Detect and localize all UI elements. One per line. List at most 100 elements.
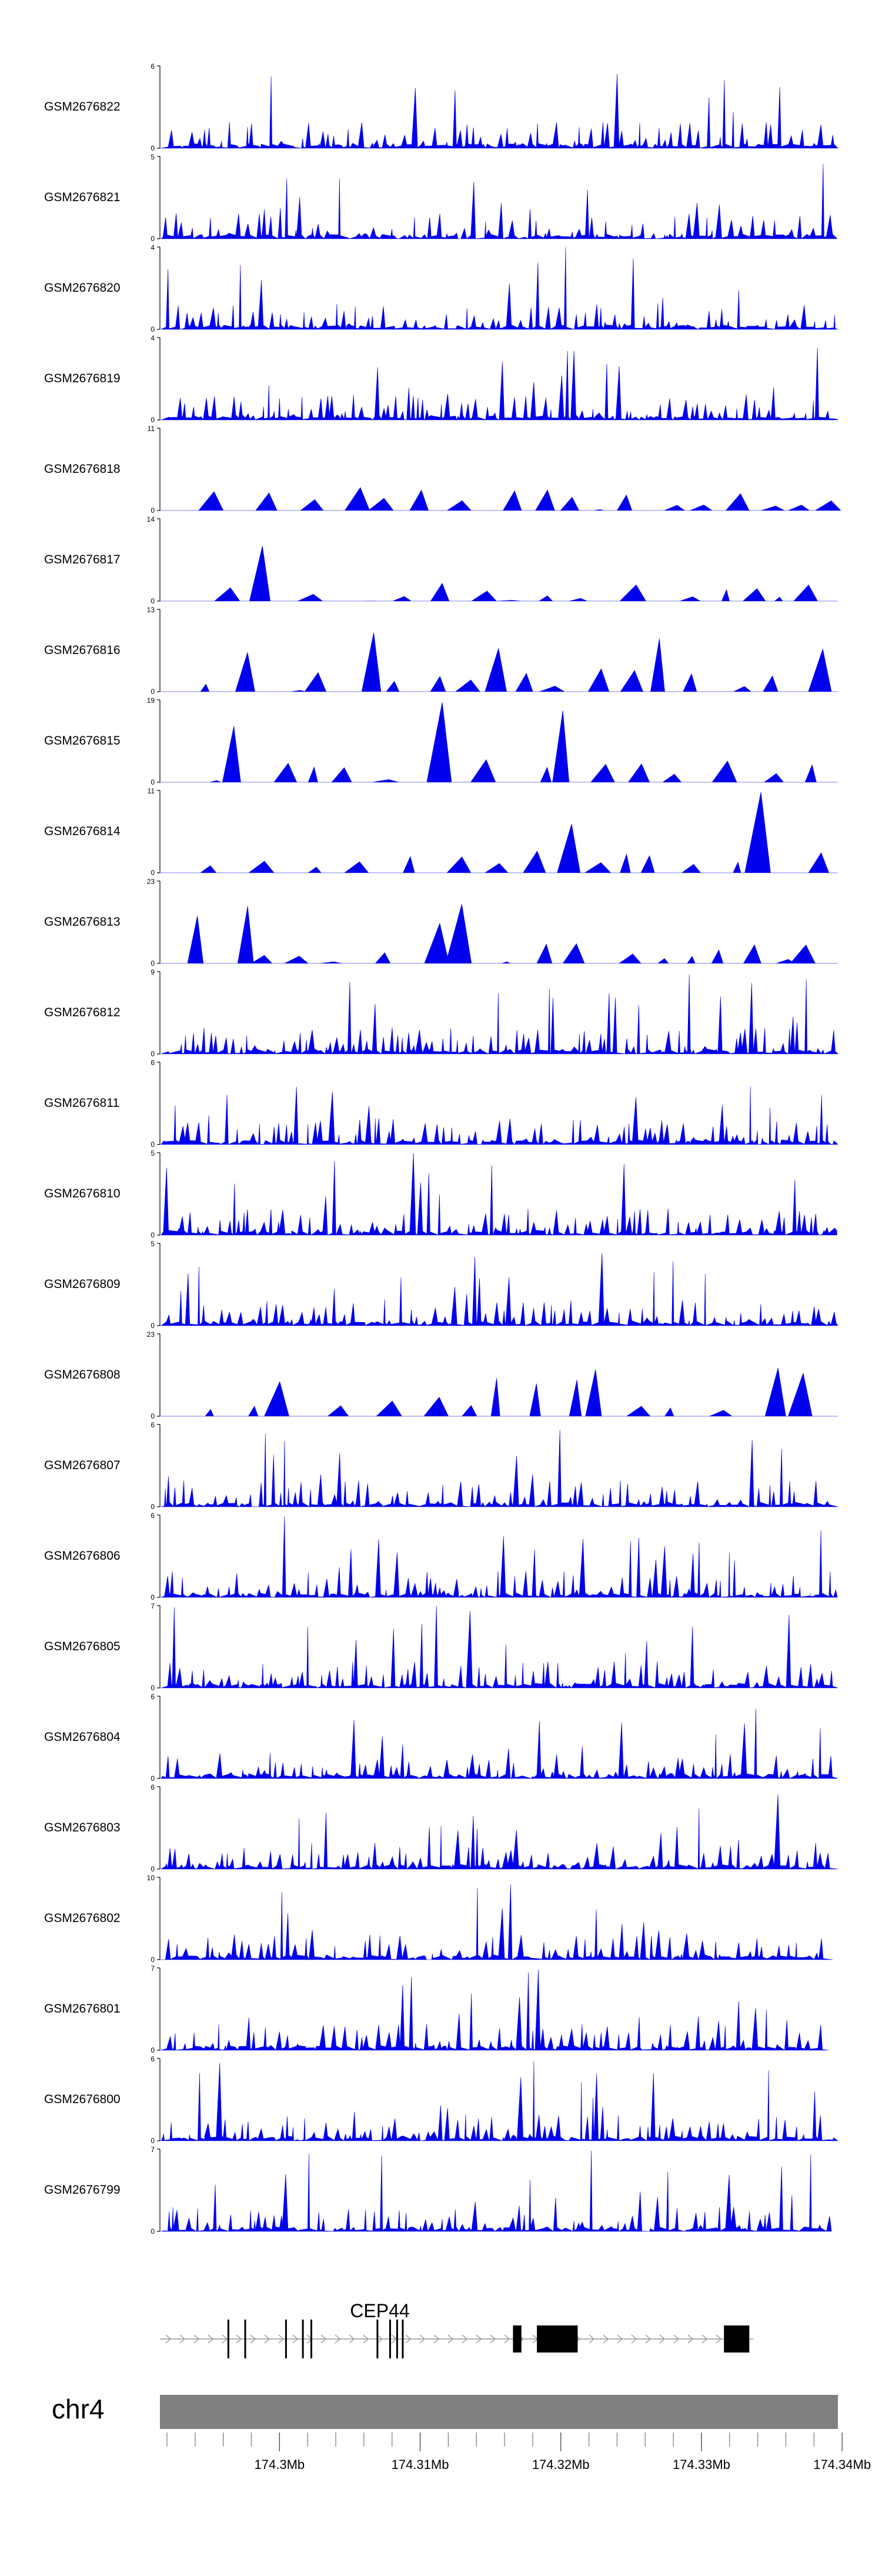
- coverage-area: [160, 1516, 838, 1598]
- y-tick-label-max: 7: [151, 1602, 155, 1610]
- gene-track: CEP44: [160, 2300, 754, 2358]
- y-tick-label-min: 0: [151, 1231, 155, 1239]
- y-tick-label-max: 6: [151, 1693, 155, 1701]
- x-axis-tick-label: 174.34Mb: [813, 2457, 871, 2472]
- coverage-area: [160, 1709, 838, 1779]
- track-label: GSM2676806: [44, 1549, 121, 1563]
- y-tick-label-max: 23: [147, 1330, 155, 1339]
- ideogram-track: chr4 174.3Mb 174.31Mb 174.32Mb 174.33Mb 174.3…: [52, 2394, 871, 2472]
- coverage-area: [160, 1253, 838, 1326]
- strand-arrow: [236, 2334, 242, 2344]
- y-tick-label-min: 0: [151, 1684, 155, 1692]
- y-tick-label-max: 6: [151, 62, 155, 71]
- track-GSM2676816: GSM2676816 13 0: [44, 606, 838, 696]
- y-tick-label-max: 14: [147, 515, 155, 523]
- track-GSM2676801: GSM2676801 7 0: [44, 1964, 828, 2054]
- coverage-area: [160, 1086, 838, 1145]
- track-GSM2676799: GSM2676799 7 0: [44, 2145, 832, 2235]
- y-tick-label-min: 0: [151, 1050, 155, 1058]
- track-label: GSM2676800: [44, 2093, 121, 2106]
- track-label: GSM2676819: [44, 372, 121, 385]
- y-tick-label-max: 9: [151, 968, 155, 976]
- y-tick-label-min: 0: [151, 235, 155, 243]
- y-tick-label-max: 6: [151, 1783, 155, 1791]
- y-tick-label-min: 0: [151, 688, 155, 696]
- strand-arrow: [433, 2334, 440, 2344]
- exon: [310, 2320, 312, 2358]
- y-tick-label-min: 0: [151, 1412, 155, 1420]
- exon: [402, 2320, 404, 2358]
- exon: [227, 2320, 229, 2358]
- coverage-tracks: GSM267682260GSM267682150GSM267682040GSM2…: [44, 62, 841, 2235]
- coverage-area: [160, 1430, 838, 1507]
- track-label: GSM2676803: [44, 1821, 121, 1834]
- track-GSM2676815: GSM2676815 19 0: [44, 696, 838, 786]
- track-label: GSM2676810: [44, 1187, 121, 1200]
- coverage-area: [160, 975, 838, 1055]
- coverage-area: [160, 1794, 838, 1870]
- gene-name-label: CEP44: [350, 2300, 409, 2321]
- y-tick-label-max: 5: [151, 153, 155, 161]
- track-label: GSM2676799: [44, 2183, 121, 2197]
- track-label: GSM2676809: [44, 1277, 121, 1291]
- exon: [285, 2320, 287, 2358]
- strand-arrow: [278, 2334, 285, 2344]
- strand-arrow: [250, 2334, 256, 2344]
- coverage-area: [160, 904, 838, 964]
- y-tick-label-min: 0: [151, 2046, 155, 2054]
- strand-arrow: [349, 2334, 355, 2344]
- strand-arrow: [462, 2334, 468, 2344]
- strand-arrow: [419, 2334, 426, 2344]
- y-tick-label-max: 7: [151, 2145, 155, 2154]
- coverage-area: [160, 1606, 838, 1689]
- y-tick-label-min: 0: [151, 778, 155, 786]
- y-tick-label-min: 0: [151, 1865, 155, 1873]
- track-GSM2676808: GSM2676808 23 0: [44, 1330, 838, 1420]
- track-GSM2676802: GSM2676802 10 0: [44, 1874, 833, 1964]
- exon: [724, 2325, 750, 2353]
- coverage-area: [160, 1884, 833, 1961]
- coverage-area: [160, 163, 838, 239]
- y-tick-label-max: 4: [151, 243, 155, 252]
- y-tick-label-max: 6: [151, 1059, 155, 1067]
- track-GSM2676814: GSM2676814 11 0: [44, 787, 838, 877]
- track-GSM2676806: GSM2676806 6 0: [44, 1511, 838, 1601]
- strand-arrow: [476, 2334, 482, 2344]
- coverage-area: [160, 247, 838, 330]
- y-tick-label-min: 0: [151, 869, 155, 877]
- strand-arrow: [673, 2334, 680, 2344]
- y-tick-label-min: 0: [151, 597, 155, 605]
- strand-arrow: [701, 2334, 708, 2344]
- track-GSM2676818: GSM2676818 11 0: [44, 425, 841, 515]
- track-label: GSM2676804: [44, 1730, 121, 1744]
- coverage-area: [160, 2061, 838, 2141]
- y-tick-label-max: 7: [151, 1964, 155, 1973]
- y-tick-label-max: 6: [151, 2055, 155, 2063]
- strand-arrow: [320, 2334, 327, 2344]
- strand-arrow: [377, 2334, 383, 2344]
- strand-arrow: [631, 2334, 637, 2344]
- y-tick-label-min: 0: [151, 1774, 155, 1783]
- track-GSM2676804: GSM2676804 6 0: [44, 1693, 838, 1783]
- y-tick-label-min: 0: [151, 325, 155, 333]
- y-tick-label-max: 10: [147, 1874, 155, 1882]
- track-label: GSM2676817: [44, 553, 121, 566]
- track-GSM2676821: GSM2676821 5 0: [44, 153, 838, 243]
- y-tick-label-max: 23: [147, 877, 155, 886]
- coverage-area: [160, 792, 838, 873]
- strand-arrow: [504, 2334, 510, 2344]
- y-tick-label-max: 19: [147, 696, 155, 705]
- x-axis-tick-label: 174.3Mb: [255, 2457, 305, 2472]
- y-tick-label-min: 0: [151, 506, 155, 515]
- track-GSM2676809: GSM2676809 5 0: [44, 1240, 838, 1330]
- strand-arrow: [490, 2334, 496, 2344]
- track-label: GSM2676816: [44, 643, 121, 657]
- track-label: GSM2676808: [44, 1368, 121, 1382]
- coverage-area: [160, 702, 838, 783]
- x-axis-tick-label: 174.32Mb: [532, 2457, 590, 2472]
- strand-arrow: [335, 2334, 341, 2344]
- track-label: GSM2676807: [44, 1459, 121, 1472]
- strand-arrow: [659, 2334, 666, 2344]
- track-GSM2676803: GSM2676803 6 0: [44, 1783, 838, 1873]
